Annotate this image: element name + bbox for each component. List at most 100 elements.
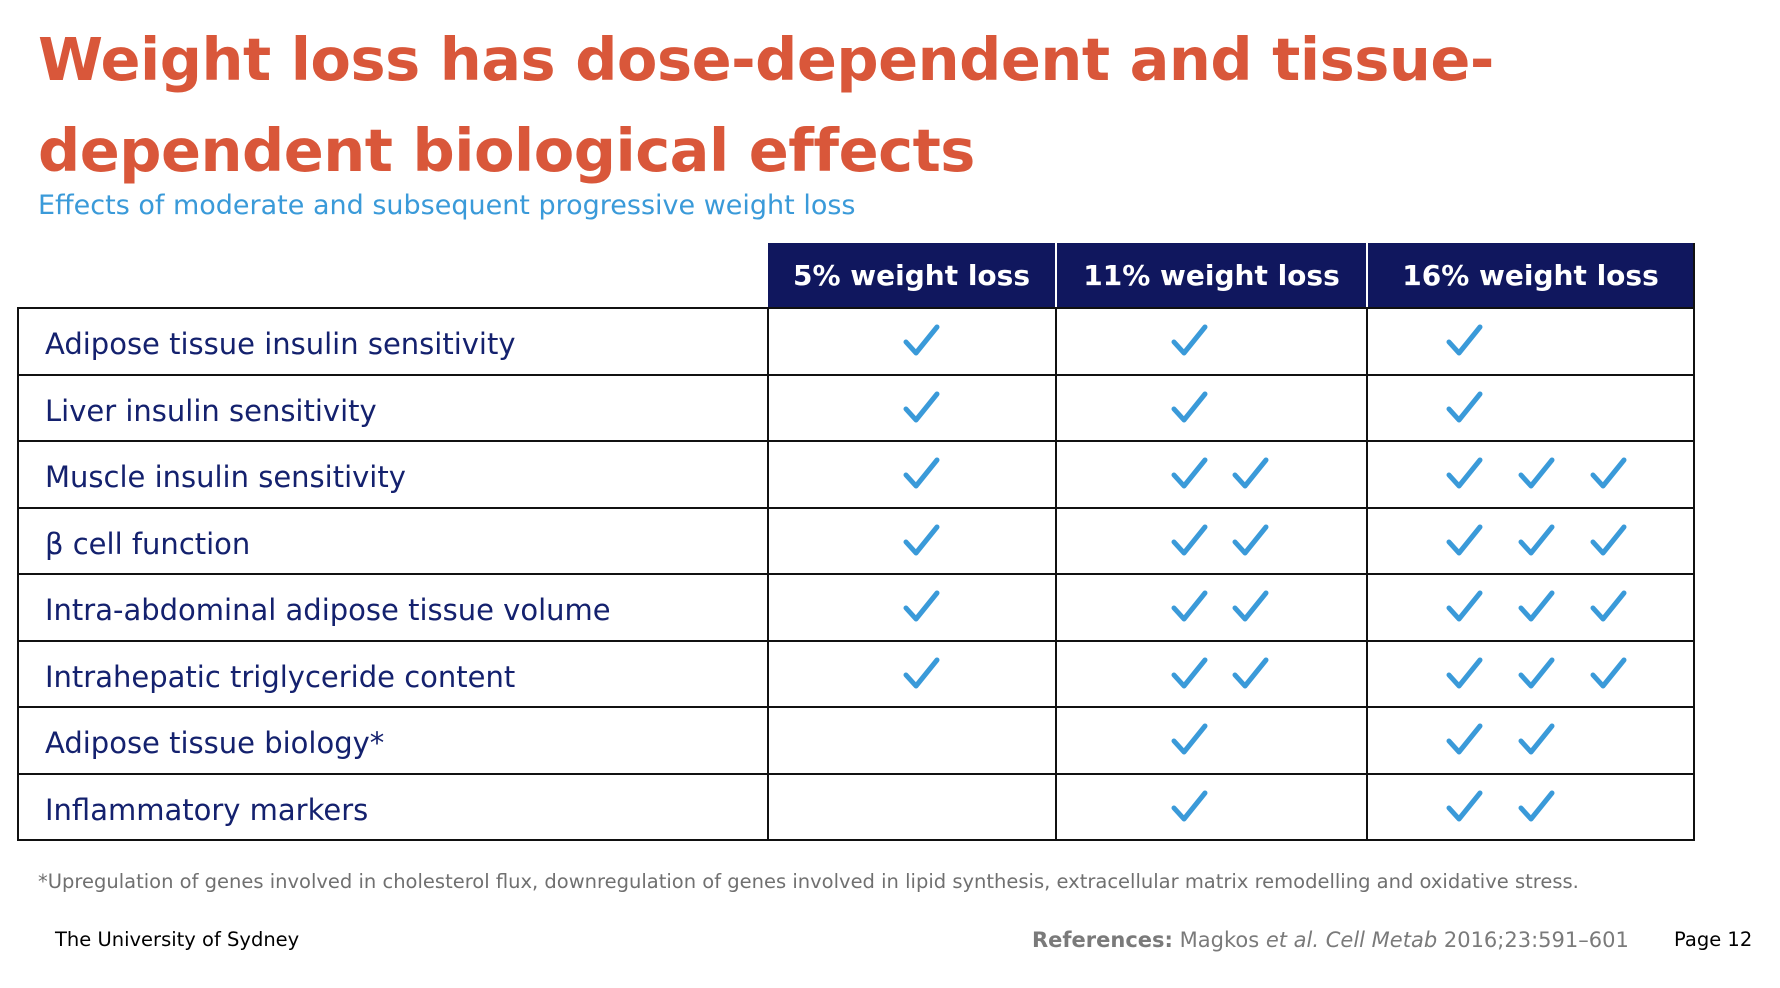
- checkmark-icon: [1171, 391, 1208, 423]
- table-body: Adipose tissue insulin sensitivity Liver …: [17, 307, 1695, 841]
- table-row: Intra-abdominal adipose tissue volume: [17, 573, 1695, 642]
- check-group: [1057, 309, 1366, 374]
- checkmark-icon: [1446, 723, 1483, 755]
- check-cell-5pct: [767, 573, 1057, 642]
- table-header-row: 5% weight loss 11% weight loss 16% weigh…: [18, 243, 1695, 309]
- check-cell-11pct: [1055, 440, 1368, 509]
- checkmark-icon: [1590, 590, 1627, 622]
- column-header-16pct: 16% weight loss: [1367, 243, 1695, 309]
- reference-author: Magkos: [1179, 928, 1260, 952]
- check-cell-5pct: [767, 307, 1057, 376]
- effects-table: 5% weight loss 11% weight loss 16% weigh…: [17, 243, 1695, 841]
- table-row: Liver insulin sensitivity: [17, 373, 1695, 442]
- check-group: [1368, 775, 1693, 840]
- check-cell-5pct: [767, 706, 1057, 775]
- checkmark-icon: [1590, 524, 1627, 556]
- check-group: [769, 575, 1055, 640]
- checkmark-icon: [1171, 324, 1208, 356]
- references-label: References:: [1032, 928, 1173, 952]
- row-label: Liver insulin sensitivity: [17, 373, 769, 442]
- checkmark-icon: [1518, 723, 1555, 755]
- check-group: [1368, 309, 1693, 374]
- check-cell-16pct: [1366, 307, 1695, 376]
- row-label: Muscle insulin sensitivity: [17, 440, 769, 509]
- checkmark-icon: [1232, 590, 1269, 622]
- checkmark-icon: [1518, 590, 1555, 622]
- check-group: [1057, 509, 1366, 574]
- check-cell-16pct: [1366, 639, 1695, 708]
- row-label: Adipose tissue biology*: [17, 706, 769, 775]
- checkmark-icon: [1446, 524, 1483, 556]
- slide-title: Weight loss has dose-dependent and tissu…: [38, 25, 1494, 185]
- checkmark-icon: [1171, 723, 1208, 755]
- check-group: [1368, 708, 1693, 773]
- checkmark-icon: [1446, 391, 1483, 423]
- reference-citation: 2016;23:591–601: [1443, 928, 1629, 952]
- checkmark-icon: [1446, 590, 1483, 622]
- slide-subtitle: Effects of moderate and subsequent progr…: [38, 190, 856, 221]
- check-cell-11pct: [1055, 639, 1368, 708]
- check-cell-11pct: [1055, 573, 1368, 642]
- check-group: [769, 708, 1055, 773]
- table-row: Intrahepatic triglyceride content: [17, 639, 1695, 708]
- checkmark-icon: [1232, 657, 1269, 689]
- checkmark-icon: [1590, 457, 1627, 489]
- check-cell-5pct: [767, 506, 1057, 575]
- checkmark-icon: [1446, 657, 1483, 689]
- check-cell-5pct: [767, 639, 1057, 708]
- row-label: Intra-abdominal adipose tissue volume: [17, 573, 769, 642]
- check-group: [1368, 442, 1693, 507]
- check-group: [769, 509, 1055, 574]
- check-group: [1057, 708, 1366, 773]
- table-row: Inflammatory markers: [17, 772, 1695, 841]
- check-group: [769, 642, 1055, 707]
- checkmark-icon: [903, 391, 940, 423]
- check-cell-16pct: [1366, 772, 1695, 841]
- checkmark-icon: [1171, 790, 1208, 822]
- checkmark-icon: [1446, 790, 1483, 822]
- check-cell-11pct: [1055, 373, 1368, 442]
- row-label: Intrahepatic triglyceride content: [17, 639, 769, 708]
- row-label: β cell function: [17, 506, 769, 575]
- check-group: [769, 376, 1055, 441]
- check-cell-5pct: [767, 772, 1057, 841]
- table-row: β cell function: [17, 506, 1695, 575]
- checkmark-icon: [1518, 790, 1555, 822]
- checkmark-icon: [1232, 524, 1269, 556]
- table-row: Adipose tissue biology*: [17, 706, 1695, 775]
- table-row: Muscle insulin sensitivity: [17, 440, 1695, 509]
- check-group: [1368, 376, 1693, 441]
- checkmark-icon: [1518, 457, 1555, 489]
- checkmark-icon: [1232, 457, 1269, 489]
- checkmark-icon: [903, 457, 940, 489]
- table-corner-cell: [18, 243, 768, 309]
- check-cell-11pct: [1055, 307, 1368, 376]
- check-cell-5pct: [767, 373, 1057, 442]
- check-group: [1057, 775, 1366, 840]
- check-group: [769, 309, 1055, 374]
- check-cell-11pct: [1055, 506, 1368, 575]
- reference-etal: et al.: [1265, 928, 1320, 952]
- checkmark-icon: [1446, 324, 1483, 356]
- checkmark-icon: [903, 590, 940, 622]
- footnote: *Upregulation of genes involved in chole…: [38, 870, 1579, 893]
- checkmark-icon: [1171, 657, 1208, 689]
- check-cell-5pct: [767, 440, 1057, 509]
- check-cell-16pct: [1366, 440, 1695, 509]
- check-cell-16pct: [1366, 506, 1695, 575]
- row-label: Inflammatory markers: [17, 772, 769, 841]
- check-group: [1057, 642, 1366, 707]
- page-number: Page 12: [1674, 928, 1753, 951]
- references: References: Magkos et al. Cell Metab 201…: [1032, 928, 1629, 952]
- column-header-5pct: 5% weight loss: [768, 243, 1057, 309]
- check-cell-16pct: [1366, 706, 1695, 775]
- checkmark-icon: [1171, 590, 1208, 622]
- reference-journal: Cell Metab: [1325, 928, 1438, 952]
- check-group: [1368, 642, 1693, 707]
- table-row: Adipose tissue insulin sensitivity: [17, 307, 1695, 376]
- checkmark-icon: [1171, 524, 1208, 556]
- check-group: [769, 442, 1055, 507]
- checkmark-icon: [903, 524, 940, 556]
- checkmark-icon: [1518, 524, 1555, 556]
- checkmark-icon: [1518, 657, 1555, 689]
